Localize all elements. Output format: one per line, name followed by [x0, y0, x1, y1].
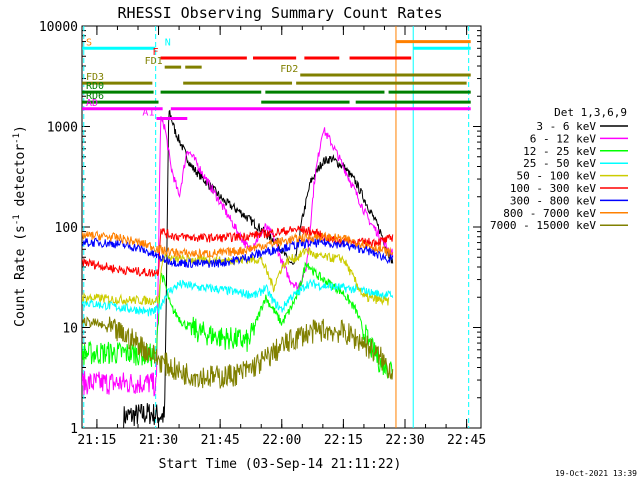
- legend-label: 12 - 25 keV: [523, 145, 596, 158]
- legend-label: 100 - 300 keV: [510, 182, 596, 195]
- legend-label: 3 - 6 keV: [536, 120, 596, 133]
- legend-label: 800 - 7000 keV: [503, 207, 596, 220]
- legend-label: 7000 - 15000 keV: [490, 219, 596, 232]
- state-bar-label: S: [86, 37, 92, 48]
- legend-label: 300 - 800 keV: [510, 194, 596, 207]
- x-tick-label: 21:45: [201, 433, 240, 448]
- state-bar-label: N: [165, 37, 171, 48]
- y-tick-label: 10: [62, 322, 78, 337]
- x-tick-label: 21:30: [139, 433, 178, 448]
- x-tick-label: 22:45: [447, 433, 486, 448]
- series-line-7: [82, 230, 394, 259]
- y-axis-label-part2: detector: [13, 144, 28, 215]
- state-bar-label: FD2: [280, 64, 298, 75]
- legend-label: 6 - 12 keV: [530, 132, 597, 145]
- x-tick-label: 22:30: [385, 433, 424, 448]
- y-axis-label-part3: ): [13, 125, 28, 133]
- chart-title: RHESSI Observing Summary Count Rates: [117, 4, 442, 22]
- y-axis-label-sup1: -1: [12, 214, 22, 225]
- y-tick-label: 10000: [39, 20, 78, 35]
- series-line-6: [82, 237, 394, 268]
- series-line-3: [82, 278, 394, 317]
- plot-frame: [81, 25, 482, 429]
- y-axis-label-part1: Count Rate (s: [13, 225, 28, 327]
- state-bar-label: AD: [86, 98, 98, 109]
- y-tick-label: 100: [55, 221, 78, 236]
- state-bar-label: RD0: [86, 81, 104, 92]
- state-bar-label: FD3: [86, 72, 104, 83]
- state-bar-label: F: [153, 47, 159, 58]
- x-tick-label: 21:15: [77, 433, 116, 448]
- x-tick-label: 22:00: [262, 433, 301, 448]
- x-tick-label: 22:15: [324, 433, 363, 448]
- state-bar-label: RD6: [86, 91, 104, 102]
- series-line-8: [82, 316, 394, 389]
- y-tick-label: 1: [70, 422, 78, 437]
- series-line-4: [82, 246, 390, 306]
- series-line-1: [82, 116, 394, 397]
- state-bar-label: A1: [142, 108, 154, 119]
- x-axis-label: Start Time (03-Sep-14 21:11:22): [159, 457, 402, 472]
- legend-title: Det 1,3,6,9: [554, 106, 627, 119]
- state-bar-label: FD1: [145, 56, 163, 67]
- series-line-0: [123, 109, 394, 428]
- y-axis-label-sup2: -1: [12, 133, 22, 144]
- legend-label: 50 - 100 keV: [517, 170, 597, 183]
- y-axis-label-group: Count Rate (s-1 detector-1): [12, 125, 28, 327]
- timestamp: 19-Oct-2021 13:39: [555, 469, 637, 478]
- legend-label: 25 - 50 keV: [523, 157, 596, 170]
- series-line-2: [82, 261, 393, 379]
- y-tick-label: 1000: [47, 121, 78, 136]
- y-axis-label: Count Rate (s-1 detector-1): [12, 125, 28, 327]
